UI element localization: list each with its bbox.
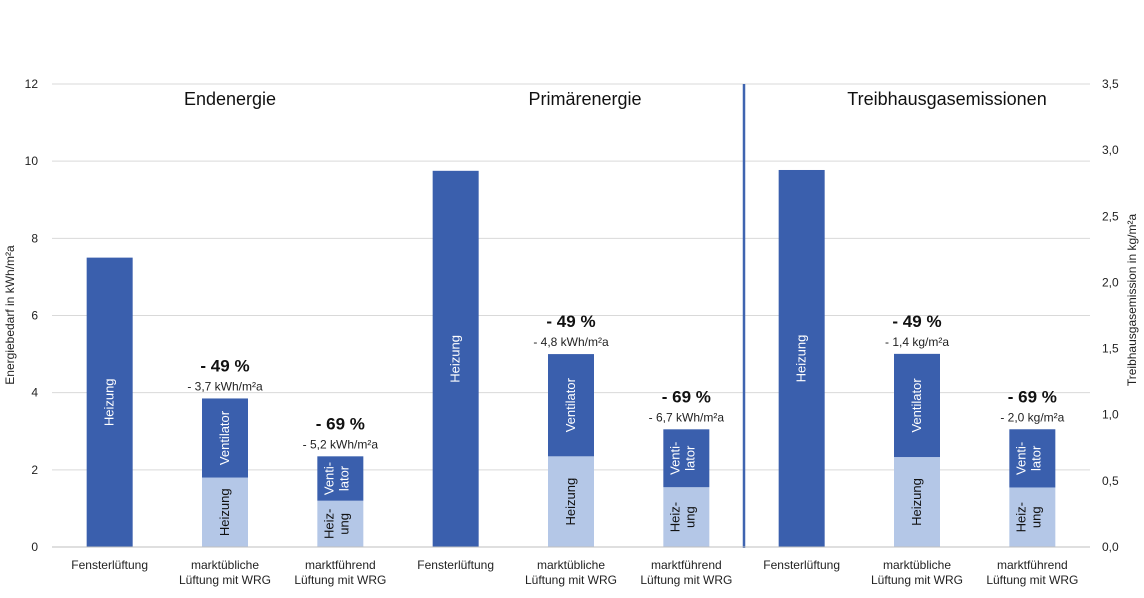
bar-heizung [894,457,940,547]
right-tick-label: 0,5 [1102,474,1119,488]
left-tick-label: 10 [25,154,39,168]
heizung-label: Heiz-ung [1013,502,1043,532]
heizung-label: Heiz-ung [667,502,697,532]
bar-heizung [548,456,594,547]
heizung-label: Heizung [909,478,924,526]
section-title: Endenergie [184,89,276,109]
reduction-percent: - 69 % [316,414,365,433]
heizung-label: Heizung [563,478,578,526]
bar-group: Heizung Fensterlüftung [763,169,840,572]
heizung-label: Heiz-ung [321,509,351,539]
category-label: marktübliche Lüftung mit WRG [179,558,271,587]
bar-heizung [86,257,133,547]
bar-group: Venti-lator Heiz-ung - 69 % - 5,2 kWh/m²a ma… [294,414,386,587]
bar-heizung [317,500,364,547]
bar-group: Heizung Fensterlüftung [417,170,494,572]
right-tick-label: 1,5 [1102,342,1119,356]
category-label: marktführend Lüftung mit WRG [640,558,732,587]
bar-group: Venti-lator Heiz-ung - 69 % - 6,7 kWh/m²a ma… [640,387,732,587]
reduction-absolute: - 1,4 kg/m²a [885,335,949,349]
section-titles: Endenergie Primärenergie Treibhausgasemiss… [184,89,1047,109]
bar-heizung [202,477,248,547]
section-title: Primärenergie [528,89,641,109]
left-tick-label: 6 [31,309,38,323]
reduction-absolute: - 6,7 kWh/m²a [649,410,725,424]
heizung-label: Heizung [794,335,809,383]
right-y-axis: 0,0 0,5 1,0 1,5 2,0 2,5 3,0 3,5 [1102,77,1119,554]
bar-heizung [1009,487,1056,547]
left-tick-label: 12 [25,77,39,91]
bar-group: Ventilator Heizung - 49 % - 3,7 kWh/m²a mark… [179,356,271,587]
bar-marks: Heizung Fensterlüftung Ventilator Heizung - … [71,169,1078,587]
bar-ventilator [548,354,594,457]
bar-ventilator [663,429,710,488]
left-tick-label: 2 [31,463,38,477]
left-axis-title: Energiebedarf in kWh/m²a [3,245,17,385]
left-tick-label: 4 [31,386,38,400]
reduction-percent: - 49 % [200,356,249,375]
category-label: marktführend Lüftung mit WRG [294,558,386,587]
category-label: marktführend Lüftung mit WRG [986,558,1078,587]
category-label: Fensterlüftung [417,558,494,572]
right-tick-label: 1,0 [1102,408,1119,422]
bar-heizung [663,487,710,547]
reduction-absolute: - 3,7 kWh/m²a [187,379,263,393]
reduction-percent: - 69 % [662,387,711,406]
bar-group: Ventilator Heizung - 49 % - 1,4 kg/m²a markt… [871,312,963,587]
bar-heizung [778,169,825,547]
right-tick-label: 3,5 [1102,77,1119,91]
section-title: Treibhausgasemissionen [847,89,1046,109]
bar-group: Ventilator Heizung - 49 % - 4,8 kWh/m²a mark… [525,312,617,587]
ventilator-label: Venti-lator [1013,442,1043,475]
category-label: Fensterlüftung [71,558,148,572]
bar-ventilator [894,353,940,458]
ventilator-label: Venti-lator [667,442,697,475]
bar-ventilator [1009,429,1056,488]
ventilator-label: Ventilator [563,377,578,432]
left-tick-label: 0 [31,540,38,554]
category-label: marktübliche Lüftung mit WRG [871,558,963,587]
right-tick-label: 3,0 [1102,143,1119,157]
ventilator-label: Ventilator [217,410,232,465]
right-axis-title: Treibhausgasemission in kg/m²a [1125,214,1139,387]
right-tick-label: 0,0 [1102,540,1119,554]
bar-group: Venti-lator Heiz-ung - 69 % - 2,0 kg/m²a mar… [986,387,1078,587]
reduction-absolute: - 2,0 kg/m²a [1000,410,1064,424]
heizung-label: Heizung [102,378,117,426]
bar-ventilator [202,398,248,478]
heizung-label: Heizung [448,335,463,383]
bar-heizung [432,170,479,547]
ventilator-label: Venti-lator [321,462,351,495]
reduction-absolute: - 5,2 kWh/m²a [303,437,379,451]
reduction-percent: - 69 % [1008,387,1057,406]
bar-ventilator [317,456,364,501]
bar-group: Heizung Fensterlüftung [71,257,148,572]
right-tick-label: 2,0 [1102,275,1119,289]
right-tick-label: 2,5 [1102,209,1119,223]
ventilator-label: Ventilator [909,378,924,433]
reduction-absolute: - 4,8 kWh/m²a [533,335,609,349]
left-tick-label: 8 [31,231,38,245]
category-label: Fensterlüftung [763,558,840,572]
heizung-label: Heizung [217,488,232,536]
reduction-percent: - 49 % [546,312,595,331]
left-y-axis: 0 2 4 6 8 10 12 [25,77,39,554]
reduction-percent: - 49 % [892,312,941,331]
category-label: marktübliche Lüftung mit WRG [525,558,617,587]
